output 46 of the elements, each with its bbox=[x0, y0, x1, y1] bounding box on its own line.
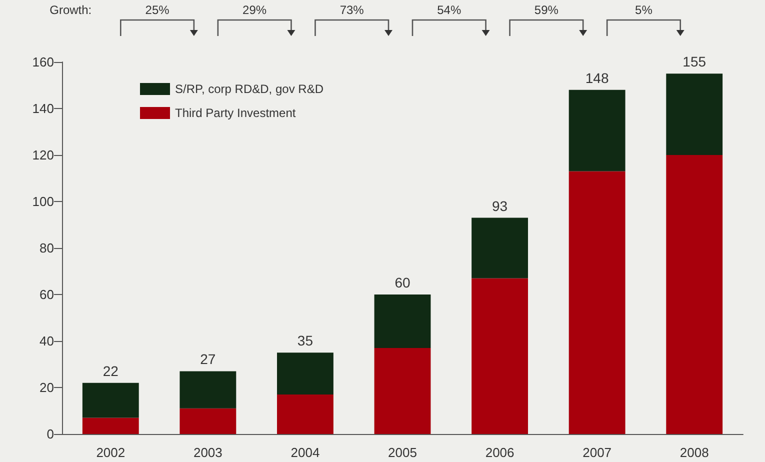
x-tick-label: 2008 bbox=[680, 445, 709, 460]
text: Growth: bbox=[50, 3, 92, 17]
x-tick-label: 2006 bbox=[485, 445, 514, 460]
total-label: 27 bbox=[200, 351, 216, 368]
bar bbox=[82, 418, 139, 434]
y-tick-label: 140 bbox=[32, 101, 54, 116]
bar bbox=[472, 278, 528, 434]
x-tick-label: 2007 bbox=[582, 445, 612, 460]
bar bbox=[180, 408, 236, 434]
legend-label: Third Party Investment bbox=[175, 106, 296, 120]
total-label: 22 bbox=[102, 362, 119, 379]
text: 73% bbox=[340, 3, 364, 17]
x-tick-label: 2004 bbox=[290, 445, 320, 460]
y-tick-label: 100 bbox=[32, 194, 54, 209]
text: 29% bbox=[242, 3, 267, 17]
y-tick-label: 60 bbox=[40, 287, 54, 302]
y-tick-label: 40 bbox=[40, 334, 54, 348]
text: 25% bbox=[145, 3, 170, 17]
y-tick-label: 120 bbox=[32, 148, 54, 162]
y-tick-label: 80 bbox=[40, 240, 54, 256]
text: 54% bbox=[437, 3, 462, 17]
bar bbox=[666, 74, 723, 155]
bar bbox=[568, 171, 626, 434]
total-label: 148 bbox=[585, 70, 609, 86]
y-tick-label: 160 bbox=[32, 54, 54, 70]
bar bbox=[374, 294, 431, 348]
total-label: 93 bbox=[492, 198, 508, 214]
bar bbox=[568, 90, 626, 172]
bar bbox=[180, 371, 236, 408]
bar bbox=[666, 155, 723, 434]
text: 59% bbox=[534, 3, 558, 17]
bar bbox=[82, 382, 139, 418]
legend-label: S/RP, corp RD&D, gov R&D bbox=[175, 82, 324, 96]
total-label: 35 bbox=[297, 332, 314, 349]
y-tick-label: 0 bbox=[46, 426, 54, 442]
bar bbox=[374, 348, 431, 434]
y-tick-label: 20 bbox=[40, 380, 54, 395]
bar bbox=[277, 352, 334, 394]
x-tick-label: 2003 bbox=[193, 445, 222, 460]
x-tick-label: 2005 bbox=[388, 445, 417, 460]
total-label: 155 bbox=[682, 54, 706, 70]
text: 5% bbox=[635, 3, 652, 17]
bar bbox=[472, 218, 528, 278]
total-label: 60 bbox=[394, 274, 410, 290]
x-tick-label: 2002 bbox=[96, 445, 126, 460]
bar bbox=[277, 394, 334, 434]
